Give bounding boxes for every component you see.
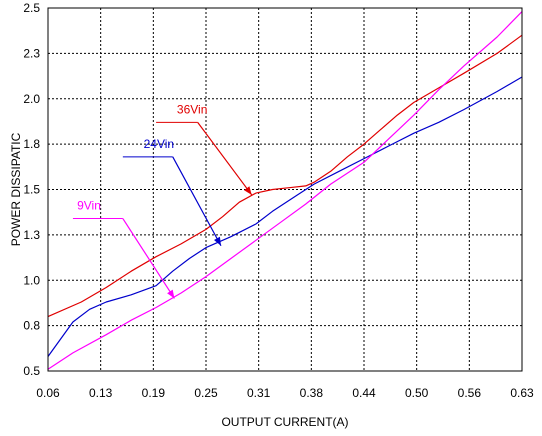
series-line-24vin: [47, 76, 523, 357]
y-tick-label: 0.5: [23, 364, 40, 378]
x-tick-label: 0.56: [458, 386, 482, 400]
annotation-arrowhead-9vin: [167, 289, 175, 299]
plot-frame: [47, 7, 523, 372]
y-axis-label: POWER DISSIPATIC: [9, 132, 23, 246]
y-tick-label: 2.3: [23, 46, 40, 60]
series-line-36vin: [47, 34, 523, 318]
y-tick-labels: 0.5 0.8 1.0 1.3 1.5 1.8 2.0 2.3 2.5: [23, 1, 40, 378]
x-tick-label: 0.63: [510, 386, 534, 400]
x-tick-label: 0.31: [247, 386, 271, 400]
x-tick-label: 0.50: [405, 386, 429, 400]
x-tick-label: 0.19: [142, 386, 166, 400]
annotation-label-9vin: 9Vin: [77, 198, 101, 212]
series-layer: [47, 11, 523, 370]
x-tick-label: 0.44: [352, 386, 376, 400]
y-tick-label: 1.3: [23, 228, 40, 242]
annotation-arrow-24vin: [172, 156, 222, 247]
y-tick-label: 2.5: [23, 1, 40, 15]
y-tick-label: 2.0: [23, 92, 40, 106]
y-tick-label: 0.8: [23, 319, 40, 333]
series-line-9vin: [47, 11, 523, 370]
x-tick-label: 0.06: [36, 386, 60, 400]
annotation-arrowhead-24vin: [214, 236, 221, 246]
annotation-arrow-9vin: [122, 218, 175, 299]
annotation-layer: 36Vin 24Vin 9Vin: [72, 102, 253, 299]
x-tick-label: 0.25: [194, 386, 218, 400]
y-tick-label: 1.8: [23, 137, 40, 151]
annotation-arrowhead-36vin: [244, 186, 252, 195]
y-tick-label: 1.0: [23, 273, 40, 287]
annotation-arrow-36vin: [197, 121, 253, 196]
x-tick-label: 0.13: [89, 386, 113, 400]
annotation-label-36vin: 36Vin: [177, 102, 207, 116]
x-axis-label: OUTPUT CURRENT(A): [221, 415, 348, 429]
x-tick-labels: 0.06 0.13 0.19 0.25 0.31 0.38 0.44 0.50 0.56 0.63: [36, 386, 534, 400]
grid: [48, 8, 522, 371]
annotation-label-24vin: 24Vin: [144, 137, 174, 151]
x-tick-label: 0.38: [300, 386, 324, 400]
y-tick-label: 1.5: [23, 183, 40, 197]
